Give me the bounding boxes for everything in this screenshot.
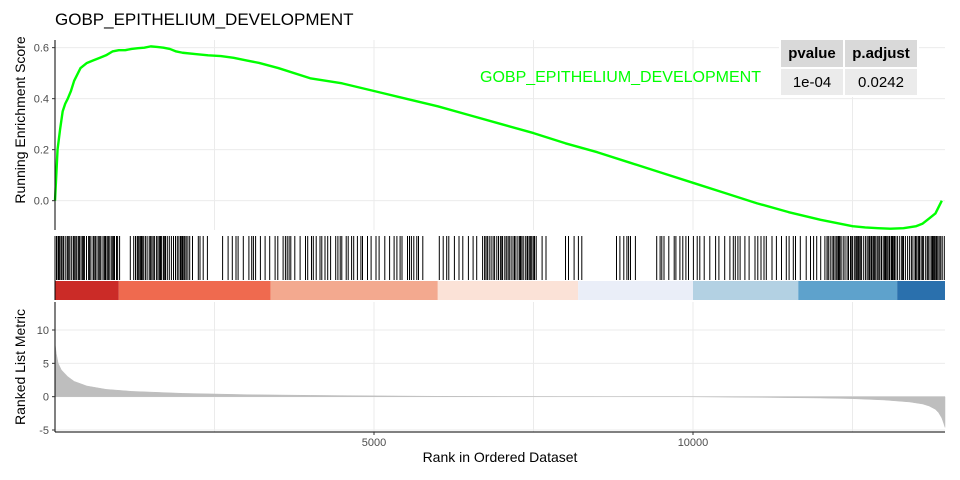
y-tick-label-bottom: 10 <box>37 325 49 337</box>
chart-title: GOBP_EPITHELIUM_DEVELOPMENT <box>55 10 354 29</box>
color-band <box>437 281 579 300</box>
gene-hit-ticks <box>54 236 945 280</box>
color-band <box>578 281 693 300</box>
padjust-cell: 0.0242 <box>843 67 919 97</box>
enrichment-line <box>53 45 943 230</box>
padjust-header: p.adjust <box>843 38 919 69</box>
x-axis-title: Rank in Ordered Dataset <box>423 449 578 465</box>
y-tick-label-bottom: 5 <box>43 358 49 370</box>
axes <box>54 40 945 433</box>
color-band <box>118 281 271 300</box>
ranked-metric-area-path <box>54 343 946 428</box>
color-band <box>55 281 119 300</box>
y-tick-label-bottom: 0 <box>43 392 49 404</box>
color-band <box>270 281 438 300</box>
y-tick-label-bottom: -5 <box>39 425 49 437</box>
y-tick-label-top: 0.0 <box>34 196 49 208</box>
enrichment-score-line <box>53 45 943 230</box>
color-band <box>798 281 898 300</box>
y-tick-label-top: 0.2 <box>34 145 49 157</box>
x-tick-label: 10000 <box>678 437 709 449</box>
color-band <box>897 281 945 300</box>
series-label: GOBP_EPITHELIUM_DEVELOPMENT <box>480 69 761 86</box>
y-tick-label-top: 0.6 <box>34 43 49 55</box>
pvalue-header: pvalue <box>779 38 845 69</box>
rank-color-bands <box>55 281 945 300</box>
stats-table: pvalue p.adjust 1e-04 0.0242 <box>779 38 919 97</box>
ranked-metric-area <box>54 343 946 428</box>
pvalue-cell: 1e-04 <box>779 67 845 97</box>
tick-labels: 0.0 0.2 0.4 0.6 -5 0 5 10 5000 10000 <box>34 43 709 449</box>
x-tick-label: 5000 <box>362 437 386 449</box>
color-band <box>692 281 799 300</box>
y-tick-label-top: 0.4 <box>34 94 49 106</box>
y-axis-title-ranked-metric: Ranked List Metric <box>12 309 28 425</box>
y-axis-title-enrichment: Running Enrichment Score <box>12 36 28 204</box>
